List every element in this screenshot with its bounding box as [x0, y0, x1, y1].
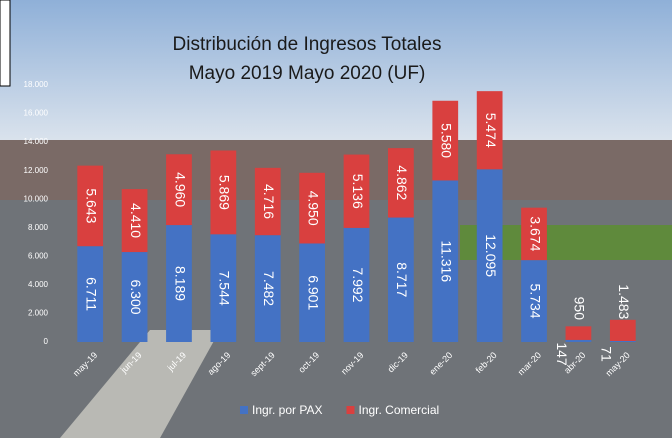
value-label: 71: [598, 346, 614, 362]
value-label: 6.901: [305, 275, 321, 310]
value-label: 4.410: [128, 203, 144, 238]
y-tick-label: 16.000: [24, 109, 49, 118]
legend-label: Ingr. por PAX: [252, 403, 322, 417]
value-label: 5.643: [83, 188, 99, 223]
bar-segment: [566, 326, 592, 340]
y-tick-label: 14.000: [24, 137, 49, 146]
value-label: 5.734: [527, 284, 543, 319]
y-tick-label: 12.000: [24, 166, 49, 175]
value-label: 950: [572, 297, 588, 321]
value-label: 4.716: [261, 184, 277, 219]
y-tick-label: 8.000: [28, 223, 49, 232]
y-tick-label: 10.000: [24, 194, 49, 203]
bar-segment: [610, 341, 636, 342]
value-label: 4.950: [305, 191, 321, 226]
bar-segment: [610, 320, 636, 341]
chart-title: Distribución de Ingresos Totales: [173, 34, 442, 55]
legend-label: Ingr. Comercial: [358, 403, 439, 417]
y-tick-label: 4.000: [28, 280, 49, 289]
value-label: 6.300: [128, 280, 144, 315]
value-label: 8.717: [394, 262, 410, 297]
legend-swatch: [346, 406, 354, 414]
legend-swatch: [240, 406, 248, 414]
chart: Distribución de Ingresos Totales Mayo 20…: [0, 0, 672, 438]
value-label: 7.544: [217, 271, 233, 306]
y-tick-label: 6.000: [28, 251, 49, 260]
value-label: 12.095: [483, 234, 499, 277]
value-label: 6.711: [83, 277, 99, 311]
corner-box: [0, 0, 10, 86]
value-label: 1.483: [616, 284, 632, 319]
value-label: 5.136: [350, 174, 366, 209]
value-label: 8.189: [172, 266, 188, 301]
value-label: 7.482: [261, 271, 277, 306]
value-label: 5.474: [483, 113, 499, 148]
value-label: 4.862: [394, 165, 410, 200]
value-label: 3.674: [527, 216, 543, 251]
value-label: 11.316: [439, 240, 455, 282]
y-tick-label: 2.000: [28, 309, 49, 318]
y-tick-label: 18.000: [24, 80, 49, 89]
value-label: 7.992: [350, 267, 366, 302]
y-tick-label: 0: [44, 337, 49, 346]
value-label: 4.960: [172, 172, 188, 207]
chart-subtitle: Mayo 2019 Mayo 2020 (UF): [189, 63, 426, 84]
value-label: 5.580: [439, 123, 455, 158]
value-label: 5.869: [217, 175, 233, 210]
